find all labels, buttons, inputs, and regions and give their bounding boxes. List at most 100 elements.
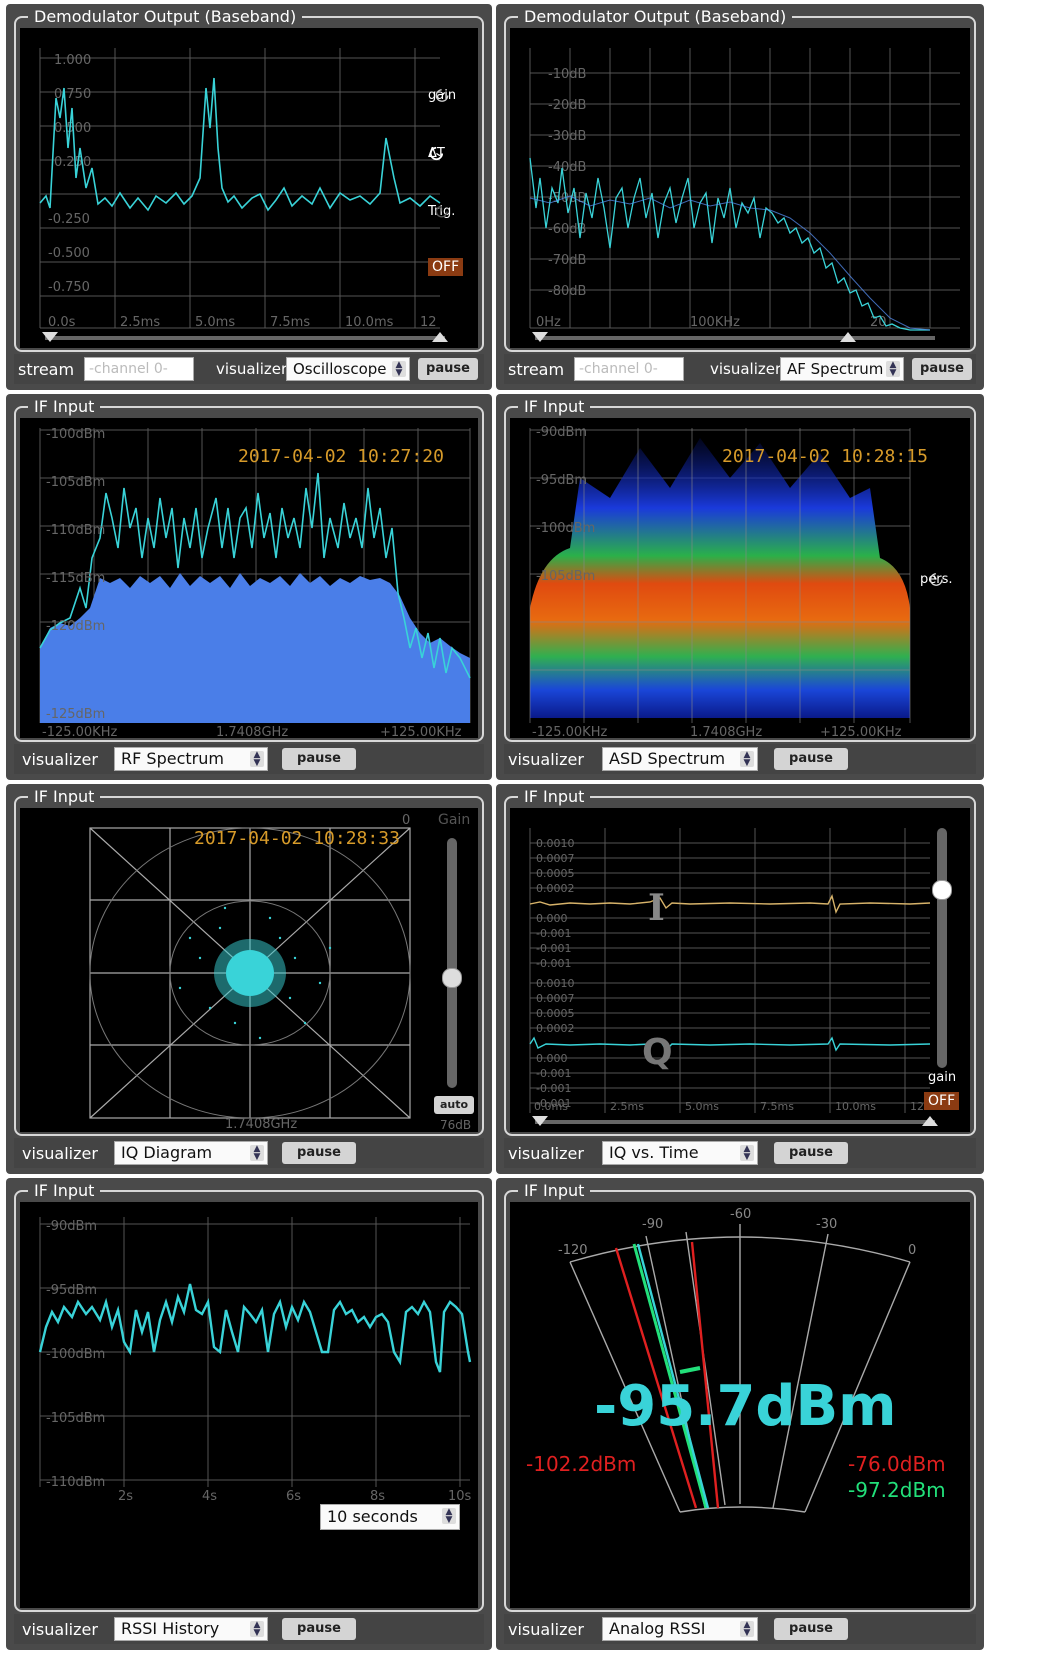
trigger-off-button[interactable]: OFF — [428, 258, 464, 276]
panel-if-rssi-history: IF Input -90dBm -95dBm -100dBm -105dBm -… — [6, 1178, 492, 1650]
rssi-history-plot[interactable]: -90dBm -95dBm -100dBm -105dBm -110dBm 2s… — [20, 1202, 478, 1608]
x-tick: 1.7408GHz — [216, 725, 288, 738]
trigger-knob[interactable]: Trig. — [428, 204, 455, 219]
scale-tick: -60 — [730, 1207, 751, 1222]
x-tick: 2.5ms — [120, 315, 160, 330]
visualizer-select[interactable]: ASD Spectrum ▲ ▼ — [602, 747, 758, 771]
x-tick: 5.0ms — [685, 1100, 719, 1113]
control-bar: visualizer RF Spectrum ▲ ▼ pause — [14, 744, 484, 774]
y-tick: -20dB — [548, 98, 586, 113]
oscilloscope-plot[interactable]: 1.000 0.750 0.500 0.250 -0.250 -0.500 -0… — [20, 28, 478, 348]
visualizer-select[interactable]: AF Spectrum ▲ ▼ — [780, 357, 904, 381]
x-tick: 0.0ms — [534, 1100, 568, 1113]
delta-t-knob[interactable]: ΔT — [428, 146, 445, 161]
gain-value: 76dB — [440, 1118, 472, 1132]
q-y-tick: -0.001 — [536, 1082, 571, 1095]
gain-slider-thumb[interactable] — [442, 968, 462, 988]
x-tick: -125.00KHz — [532, 725, 607, 738]
pause-button[interactable]: pause — [418, 358, 478, 380]
max-needle — [690, 1241, 720, 1509]
gain-slider-track[interactable] — [937, 828, 947, 1068]
y-tick: 0.750 — [54, 87, 91, 102]
x-tick: -125.00KHz — [42, 725, 117, 738]
pause-button[interactable]: pause — [912, 358, 972, 380]
panel-title: IF Input — [28, 399, 101, 415]
visualizer-select[interactable]: RF Spectrum ▲ ▼ — [114, 747, 268, 771]
visualizer-select-value: IQ Diagram — [121, 1143, 213, 1162]
x-tick: 7.5ms — [270, 315, 310, 330]
i-y-tick: 0.0005 — [536, 867, 575, 880]
pause-button[interactable]: pause — [774, 1618, 848, 1640]
visualizer-select[interactable]: Oscilloscope ▲ ▼ — [286, 357, 410, 381]
stream-input[interactable]: -channel 0- — [84, 357, 194, 381]
visualizer-label: visualizer — [508, 1144, 584, 1163]
y-tick: -90dBm — [536, 425, 587, 440]
iq-vs-time-plot[interactable]: 0.0010 0.0007 0.0005 0.0002 0.000 -0.001… — [510, 808, 970, 1132]
gain-off-button[interactable]: OFF — [924, 1092, 960, 1110]
x-tick: 6s — [286, 1489, 301, 1504]
x-tick: 4s — [202, 1489, 217, 1504]
i-y-tick: -0.001 — [536, 957, 571, 970]
gain-slider-thumb[interactable] — [932, 880, 952, 900]
history-range-select[interactable]: 10 seconds ▲ ▼ — [320, 1504, 460, 1530]
y-tick: -120dBm — [46, 619, 105, 634]
analog-rssi-meter: -120 -90 -60 -30 0 -95.7dBm -102.2dBm -7… — [510, 1202, 970, 1608]
rf-spectrum-plot[interactable]: -100dBm -105dBm -110dBm -115dBm -120dBm … — [20, 418, 478, 738]
frequency-range-slider[interactable] — [510, 328, 970, 348]
panel-if-iq-vs-time: IF Input 0.0010 0.0007 0.0005 0.0002 0.0… — [496, 784, 984, 1174]
q-y-tick: 0.000 — [536, 1052, 568, 1065]
q-y-tick: -0.001 — [536, 1097, 571, 1110]
time-range-slider[interactable] — [510, 1112, 970, 1132]
i-y-tick: 0.0002 — [536, 882, 575, 895]
average-needle — [632, 1243, 708, 1509]
x-tick: 12 — [420, 315, 437, 330]
control-bar: visualizer ASD Spectrum ▲ ▼ pause — [504, 744, 976, 774]
y-tick: -100dBm — [46, 1347, 105, 1362]
y-tick: -105dBm — [46, 475, 105, 490]
visualizer-select-value: Oscilloscope — [293, 360, 387, 378]
visualizer-select[interactable]: RSSI History ▲ ▼ — [114, 1617, 268, 1641]
x-tick: 100KHz — [690, 315, 740, 330]
gain-slider-track[interactable] — [447, 838, 457, 1088]
time-range-slider[interactable] — [20, 328, 478, 348]
control-bar: visualizer RSSI History ▲ ▼ pause — [14, 1614, 484, 1644]
control-bar: stream -channel 0- visualizer AF Spectru… — [504, 354, 976, 384]
visualizer-label: visualizer — [22, 1144, 98, 1163]
gain-knob[interactable]: gain — [428, 88, 456, 103]
select-arrows-icon: ▲ ▼ — [886, 361, 900, 378]
panel-frame — [504, 1190, 976, 1612]
visualizer-select[interactable]: IQ vs. Time ▲ ▼ — [602, 1141, 758, 1165]
stream-input[interactable]: -channel 0- — [574, 357, 684, 381]
pause-button[interactable]: pause — [282, 1618, 356, 1640]
panel-if-rf-spectrum: IF Input -100dBm -105dBm -110dBm -115dBm… — [6, 394, 492, 780]
pause-button[interactable]: pause — [774, 748, 848, 770]
select-arrows-icon: ▲ ▼ — [392, 361, 406, 378]
scale-tick: -120 — [558, 1243, 588, 1258]
pause-button[interactable]: pause — [774, 1142, 848, 1164]
q-y-tick: 0.0010 — [536, 977, 575, 990]
asd-spectrum-plot[interactable]: -90dBm -95dBm -100dBm -105dBm -125.00KHz… — [510, 418, 970, 738]
pause-button[interactable]: pause — [282, 748, 356, 770]
visualizer-select-value: IQ vs. Time — [609, 1143, 699, 1162]
gain-label: gain — [928, 1070, 957, 1085]
delta-t-knob-icon — [429, 146, 444, 161]
q-y-tick: 0.0007 — [536, 992, 575, 1005]
y-tick: -100dBm — [46, 427, 105, 442]
scale-tick: 0 — [908, 1243, 916, 1258]
average-marker — [679, 1366, 701, 1374]
persistence-knob[interactable]: pers. — [920, 572, 953, 587]
y-tick: -115dBm — [46, 571, 105, 586]
iq-diagram-plot[interactable]: 1.7408GHz 0 2017-04-02 10:28:33 Gain aut… — [20, 808, 478, 1132]
pause-button[interactable]: pause — [282, 1142, 356, 1164]
panel-if-asd-spectrum: IF Input — [496, 394, 984, 780]
af-spectrum-plot[interactable]: -10dB -20dB -30dB -40dB -50dB -60dB -70d… — [510, 28, 970, 348]
visualizer-select-value: Analog RSSI — [609, 1619, 706, 1638]
visualizer-select[interactable]: Analog RSSI ▲ ▼ — [602, 1617, 758, 1641]
y-tick: -30dB — [548, 129, 586, 144]
rssi-max: -76.0dBm — [848, 1452, 946, 1476]
visualizer-label: visualizer — [22, 750, 98, 769]
select-arrows-icon: ▲ ▼ — [740, 751, 754, 768]
visualizer-select[interactable]: IQ Diagram ▲ ▼ — [114, 1141, 268, 1165]
panel-frame — [504, 406, 976, 742]
auto-gain-button[interactable]: auto — [434, 1096, 474, 1114]
